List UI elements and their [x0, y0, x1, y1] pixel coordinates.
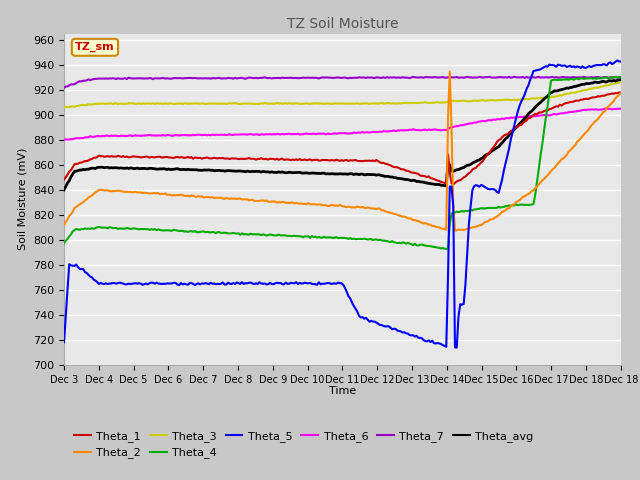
Theta_1: [461, 174, 469, 180]
Theta_7: [580, 74, 588, 80]
Line: Theta_1: Theta_1: [64, 92, 621, 184]
Line: Theta_avg: Theta_avg: [64, 80, 621, 190]
Theta_3: [617, 79, 625, 85]
Theta_avg: [460, 165, 468, 170]
Theta_4: [60, 240, 68, 246]
Theta_avg: [140, 166, 148, 171]
Theta_1: [60, 177, 68, 182]
Theta_6: [460, 122, 468, 128]
Legend: Theta_1, Theta_2, Theta_3, Theta_4, Theta_5, Theta_6, Theta_7, Theta_avg: Theta_1, Theta_2, Theta_3, Theta_4, Thet…: [70, 427, 538, 463]
Theta_avg: [549, 89, 557, 95]
Line: Theta_3: Theta_3: [64, 82, 621, 108]
Theta_avg: [60, 187, 68, 192]
Theta_2: [140, 190, 148, 196]
Theta_2: [456, 227, 464, 233]
Theta_1: [348, 157, 356, 163]
Theta_7: [140, 75, 148, 81]
Line: Theta_5: Theta_5: [64, 60, 621, 348]
Theta_7: [460, 75, 468, 81]
Theta_7: [518, 74, 525, 80]
Theta_4: [617, 74, 625, 80]
Theta_4: [140, 226, 148, 232]
Theta_2: [617, 90, 625, 96]
Theta_5: [453, 345, 461, 350]
Theta_6: [140, 133, 148, 139]
Theta_2: [521, 193, 529, 199]
Theta_3: [348, 101, 356, 107]
Theta_1: [519, 120, 527, 126]
Theta_2: [348, 204, 356, 210]
Theta_avg: [348, 171, 356, 177]
Theta_4: [612, 74, 620, 80]
Theta_5: [348, 300, 356, 305]
Theta_1: [454, 178, 462, 184]
Theta_1: [550, 104, 558, 110]
Theta_6: [617, 106, 625, 111]
Theta_6: [518, 114, 525, 120]
Theta_3: [549, 94, 557, 100]
Theta_1: [140, 154, 148, 160]
Theta_3: [460, 98, 468, 104]
Theta_4: [461, 208, 469, 214]
Theta_7: [348, 75, 356, 81]
Theta_3: [453, 98, 461, 104]
Theta_4: [519, 202, 527, 207]
Theta_avg: [518, 119, 525, 125]
Theta_2: [60, 222, 68, 228]
Title: TZ Soil Moisture: TZ Soil Moisture: [287, 17, 398, 31]
X-axis label: Time: Time: [329, 386, 356, 396]
Theta_5: [614, 58, 621, 63]
Theta_5: [550, 63, 558, 69]
Theta_6: [453, 123, 461, 129]
Theta_5: [461, 281, 469, 287]
Theta_2: [451, 228, 459, 234]
Line: Theta_7: Theta_7: [64, 77, 621, 88]
Line: Theta_2: Theta_2: [64, 72, 621, 231]
Theta_4: [348, 236, 356, 242]
Theta_7: [60, 85, 68, 91]
Theta_6: [60, 137, 68, 143]
Theta_1: [617, 89, 625, 95]
Theta_1: [449, 181, 457, 187]
Theta_5: [454, 314, 462, 320]
Theta_5: [617, 59, 625, 64]
Theta_5: [519, 96, 527, 101]
Theta_4: [550, 77, 558, 83]
Theta_7: [549, 74, 557, 80]
Theta_2: [552, 162, 560, 168]
Theta_5: [140, 281, 148, 287]
Theta_3: [518, 96, 525, 102]
Line: Theta_4: Theta_4: [64, 77, 621, 249]
Theta_6: [603, 106, 611, 111]
Theta_7: [617, 74, 625, 80]
Theta_6: [549, 111, 557, 117]
Theta_2: [446, 69, 454, 74]
Y-axis label: Soil Moisture (mV): Soil Moisture (mV): [17, 148, 28, 251]
Theta_4: [454, 209, 462, 215]
Theta_avg: [617, 77, 625, 83]
Theta_7: [453, 74, 461, 80]
Text: TZ_sm: TZ_sm: [75, 42, 115, 52]
Theta_6: [348, 131, 356, 136]
Line: Theta_6: Theta_6: [64, 108, 621, 140]
Theta_4: [442, 246, 450, 252]
Theta_5: [60, 339, 68, 345]
Theta_3: [60, 105, 68, 110]
Theta_2: [463, 226, 471, 232]
Theta_3: [140, 101, 148, 107]
Theta_avg: [453, 167, 461, 173]
